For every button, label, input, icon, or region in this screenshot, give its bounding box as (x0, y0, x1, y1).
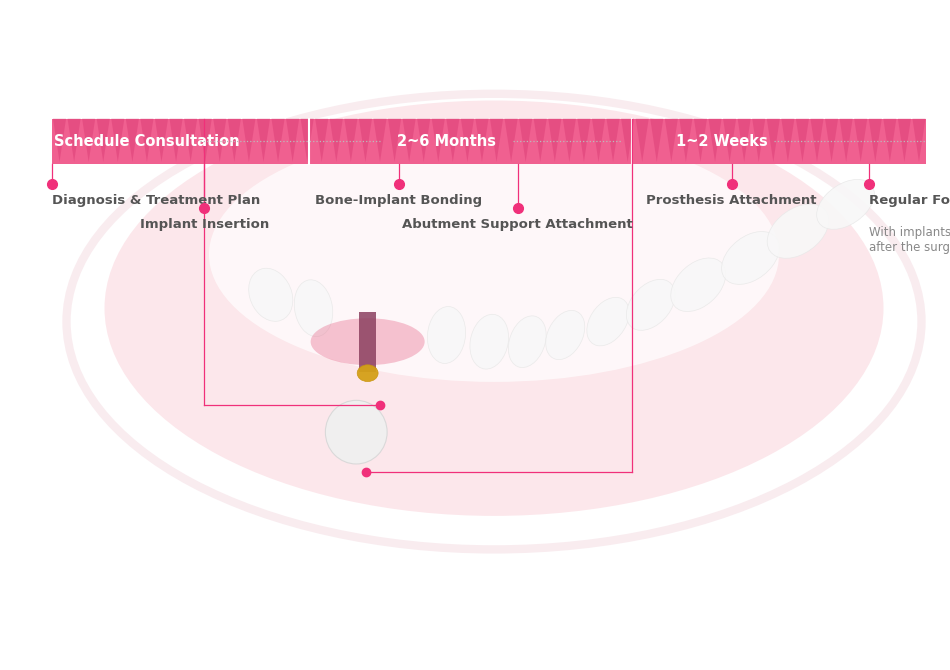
Polygon shape (446, 119, 460, 162)
Text: Abutment Support Attachment: Abutment Support Attachment (403, 218, 633, 230)
Polygon shape (300, 119, 314, 162)
Text: Implant Insertion: Implant Insertion (140, 218, 269, 230)
Text: Schedule Consultation: Schedule Consultation (54, 134, 240, 149)
Text: Diagnosis & Treatment Plan: Diagnosis & Treatment Plan (52, 194, 260, 207)
Polygon shape (141, 119, 154, 162)
Polygon shape (461, 119, 474, 162)
Text: 2~6 Months: 2~6 Months (397, 134, 496, 149)
Polygon shape (213, 119, 226, 162)
Text: Regular Follow-Up: Regular Follow-Up (869, 194, 950, 207)
Polygon shape (621, 119, 635, 162)
Polygon shape (155, 119, 168, 162)
Polygon shape (184, 119, 198, 162)
Polygon shape (679, 119, 693, 162)
Text: Prosthesis Attachment: Prosthesis Attachment (646, 194, 817, 207)
Ellipse shape (209, 127, 779, 382)
Ellipse shape (626, 279, 675, 330)
Polygon shape (796, 119, 809, 162)
Polygon shape (709, 119, 722, 162)
Polygon shape (315, 119, 329, 162)
Polygon shape (723, 119, 736, 162)
Polygon shape (912, 119, 925, 162)
Polygon shape (578, 119, 591, 162)
Ellipse shape (357, 364, 378, 382)
Ellipse shape (768, 204, 828, 259)
Polygon shape (82, 119, 95, 162)
Polygon shape (592, 119, 605, 162)
Polygon shape (810, 119, 824, 162)
Ellipse shape (722, 232, 779, 284)
Polygon shape (562, 119, 576, 162)
Polygon shape (767, 119, 780, 162)
Polygon shape (650, 119, 663, 162)
Polygon shape (256, 119, 270, 162)
Polygon shape (228, 119, 241, 162)
Polygon shape (898, 119, 911, 162)
Polygon shape (344, 119, 357, 162)
Polygon shape (825, 119, 838, 162)
Polygon shape (636, 119, 649, 162)
Polygon shape (519, 119, 532, 162)
Polygon shape (125, 119, 139, 162)
Polygon shape (67, 119, 81, 162)
Polygon shape (854, 119, 867, 162)
Polygon shape (199, 119, 212, 162)
Polygon shape (752, 119, 766, 162)
Ellipse shape (470, 314, 508, 369)
Ellipse shape (104, 100, 884, 516)
Ellipse shape (249, 268, 293, 322)
Polygon shape (286, 119, 299, 162)
Polygon shape (606, 119, 619, 162)
Polygon shape (53, 119, 67, 162)
Polygon shape (373, 119, 387, 162)
Text: 1~2 Weeks: 1~2 Weeks (676, 134, 768, 149)
Polygon shape (781, 119, 794, 162)
Polygon shape (534, 119, 547, 162)
Ellipse shape (508, 316, 546, 368)
Polygon shape (431, 119, 445, 162)
Ellipse shape (294, 280, 332, 336)
Ellipse shape (428, 307, 466, 363)
Polygon shape (884, 119, 897, 162)
Polygon shape (475, 119, 488, 162)
Ellipse shape (671, 258, 726, 312)
Polygon shape (388, 119, 401, 162)
Polygon shape (665, 119, 678, 162)
Ellipse shape (325, 400, 388, 464)
Polygon shape (359, 119, 372, 162)
Ellipse shape (311, 318, 425, 365)
Polygon shape (97, 119, 110, 162)
Polygon shape (111, 119, 124, 162)
Polygon shape (504, 119, 518, 162)
Bar (52, 119, 926, 164)
Ellipse shape (817, 180, 874, 229)
Polygon shape (840, 119, 853, 162)
Text: With implants, regular checkups
after the surgery are important.: With implants, regular checkups after th… (869, 226, 950, 255)
Polygon shape (490, 119, 504, 162)
Polygon shape (417, 119, 430, 162)
Polygon shape (272, 119, 285, 162)
Text: Bone-Implant Bonding: Bone-Implant Bonding (315, 194, 483, 207)
Polygon shape (242, 119, 256, 162)
Polygon shape (403, 119, 416, 162)
Polygon shape (169, 119, 182, 162)
Ellipse shape (545, 310, 585, 360)
Polygon shape (548, 119, 561, 162)
Bar (359, 312, 376, 372)
Polygon shape (694, 119, 707, 162)
Polygon shape (868, 119, 882, 162)
Ellipse shape (587, 297, 629, 346)
Polygon shape (737, 119, 750, 162)
Polygon shape (330, 119, 343, 162)
